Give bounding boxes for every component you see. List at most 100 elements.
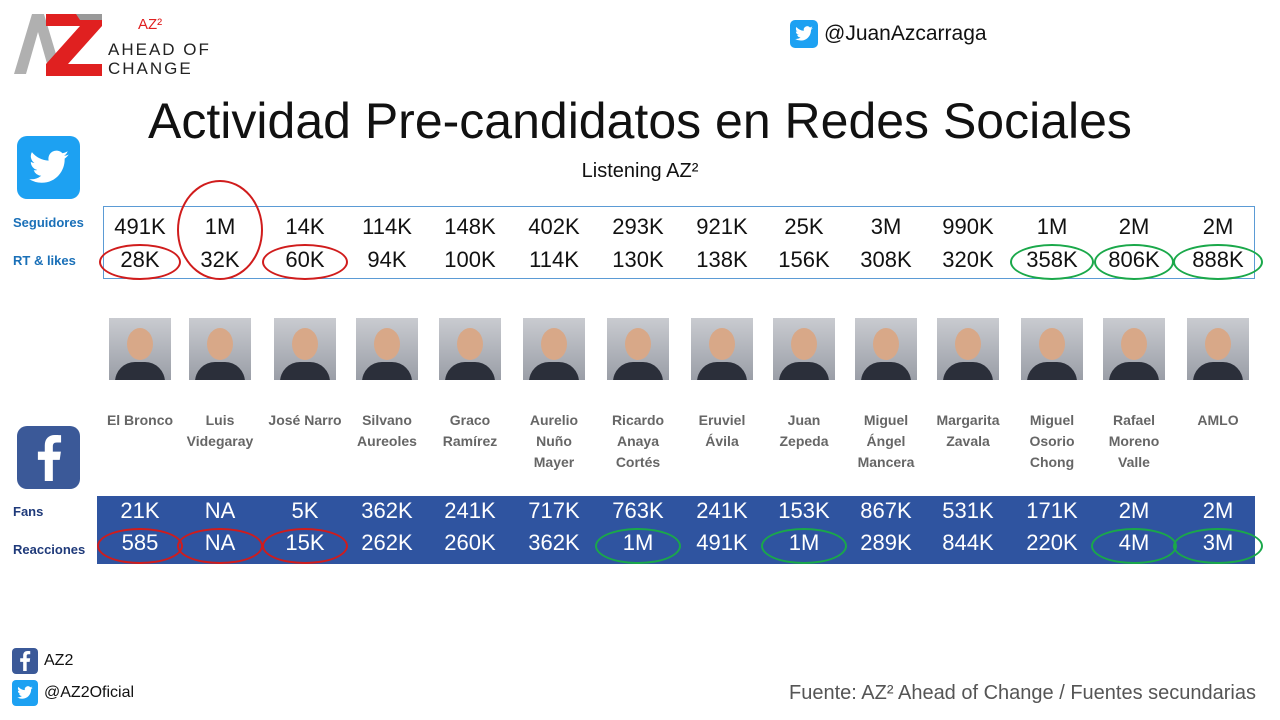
fans-value: 362K [361,498,413,523]
seguidores-value: 491K [114,214,166,239]
seguidores-value: 3M [870,214,902,239]
highlight-ring [1173,244,1263,280]
face-shape [955,328,981,360]
candidate-photo [109,318,171,380]
candidate-name-line: Zavala [946,433,990,449]
candidate-name-line: Valle [1118,454,1150,470]
candidate-photo [773,318,835,380]
candidate-name-line: Ricardo [611,412,665,428]
facebook-label-reacciones: Reacciones [13,542,86,557]
twitter-icon [790,20,818,48]
candidate-name-line: Silvano [362,412,412,428]
candidate-photo [607,318,669,380]
candidate-name: El Bronco [98,410,182,431]
seguidores-value: 293K [612,214,664,239]
highlight-ring [595,528,681,564]
candidate-name-line: José Narro [268,412,342,428]
face-shape [791,328,817,360]
face-shape [207,328,233,360]
highlight-ring [99,244,181,280]
highlight-ring [1173,528,1263,564]
footer-twitter[interactable]: @AZ2Oficial [12,680,134,706]
highlight-ring [262,244,348,280]
az2-logo [10,8,106,80]
face-shape [1121,328,1147,360]
face-shape [625,328,651,360]
face-shape [457,328,483,360]
face-shape [292,328,318,360]
fans-value: 171K [1026,498,1078,523]
twitter-label-seguidores: Seguidores [13,215,84,230]
candidate-name: Silvano Aureoles [345,410,429,452]
seguidores-value: 14K [285,214,325,239]
twitter-handle-header[interactable]: @JuanAzcarraga [790,20,987,48]
candidate-name-line: Aurelio [529,412,579,428]
candidate-photo [1103,318,1165,380]
candidate-photo [356,318,418,380]
candidate-name-line: El Bronco [106,412,174,428]
candidate-name-line: Nuño [536,433,572,449]
rt-likes-value: 156K [778,247,830,272]
seguidores-value: 2M [1118,214,1150,239]
facebook-section-icon [17,426,80,489]
suit-shape [1109,362,1159,380]
face-shape [1039,328,1065,360]
rt-likes-value: 308K [860,247,912,272]
candidate-name-line: Anaya [616,433,660,449]
face-shape [709,328,735,360]
candidate-photo [189,318,251,380]
face-shape [127,328,153,360]
candidate-name-line: Miguel [863,412,909,428]
fans-value: 531K [942,498,994,523]
highlight-ring [761,528,847,564]
seguidores-value: 148K [444,214,496,239]
seguidores-value: 2M [1202,214,1234,239]
facebook-label-fans: Fans [13,504,44,519]
seguidores-value: 402K [528,214,580,239]
candidate-name: Luis Videgaray [178,410,262,452]
candidate-name-line: Ángel [866,433,906,449]
highlight-ring [1010,244,1094,280]
twitter-section-icon [17,136,80,199]
candidate-name-line: Zepeda [779,433,829,449]
face-shape [1205,328,1231,360]
seguidores-value: 990K [942,214,994,239]
rt-likes-value: 94K [367,247,407,272]
highlight-ring [262,528,348,564]
footer-facebook[interactable]: AZ2 [12,648,73,674]
candidate-name-line: Juan [787,412,821,428]
highlight-ring [1094,244,1174,280]
logo-sup: AZ² [138,16,163,33]
candidate-photo [691,318,753,380]
candidate-name-line: AMLO [1197,412,1239,428]
fans-value: 763K [612,498,664,523]
suit-shape [943,362,993,380]
suit-shape [697,362,747,380]
suit-shape [1027,362,1077,380]
reacciones-value: 289K [860,530,912,555]
suit-shape [195,362,245,380]
reacciones-value: 491K [696,530,748,555]
seguidores-value: 25K [784,214,824,239]
candidate-name-line: Moreno [1108,433,1160,449]
seguidores-value: 114K [362,214,412,239]
candidate-name-line: Ramírez [442,433,498,449]
candidate-name-line: Ávila [705,433,739,449]
candidate-name: Miguel Osorio Chong [1010,410,1094,473]
candidate-name: José Narro [263,410,347,431]
face-shape [873,328,899,360]
candidate-name: AMLO [1176,410,1260,431]
suit-shape [779,362,829,380]
fans-value: 2M [1202,498,1234,523]
page-title: Actividad Pre-candidatos en Redes Social… [148,93,1132,149]
candidate-name-line: Aureoles [357,433,417,449]
suit-shape [280,362,330,380]
candidate-name-line: Graco [449,412,491,428]
candidate-photo [439,318,501,380]
candidate-name: Rafael Moreno Valle [1092,410,1176,473]
twitter-icon [12,680,38,706]
candidate-name: Juan Zepeda [762,410,846,452]
fans-value: 21K [120,498,160,523]
candidate-photo [937,318,999,380]
logo-text: AHEAD OF CHANGE [108,40,211,78]
